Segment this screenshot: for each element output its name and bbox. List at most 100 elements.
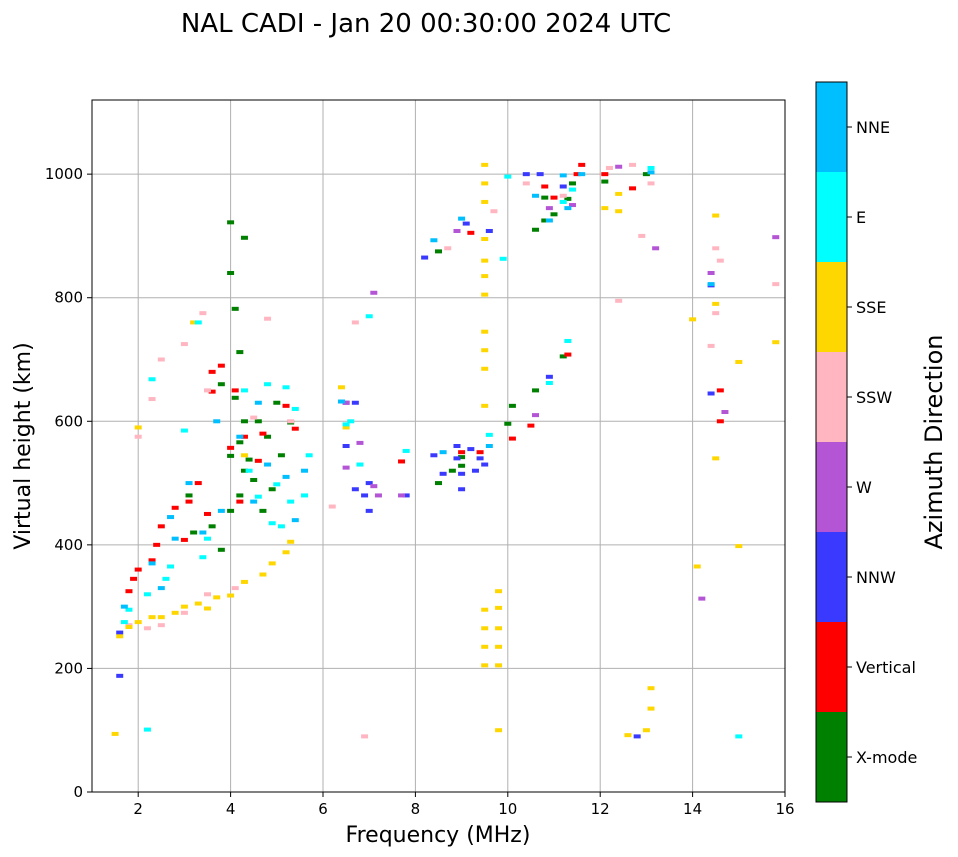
- data-point: [508, 403, 516, 408]
- data-point: [365, 508, 373, 513]
- data-point: [264, 382, 272, 387]
- data-point: [254, 458, 262, 463]
- data-point: [217, 382, 225, 387]
- data-point: [268, 521, 276, 526]
- data-point: [532, 227, 540, 232]
- data-point: [282, 550, 290, 555]
- data-point: [125, 607, 133, 612]
- data-point: [495, 663, 503, 668]
- data-point: [615, 298, 623, 303]
- data-point: [282, 385, 290, 390]
- data-point: [647, 706, 655, 711]
- data-point: [707, 271, 715, 275]
- data-point: [421, 255, 429, 260]
- data-point: [236, 434, 244, 439]
- data-point: [712, 301, 720, 306]
- data-point: [153, 542, 161, 547]
- colorbar-swatch: [816, 172, 847, 262]
- data-point: [148, 615, 156, 620]
- data-point: [185, 493, 193, 498]
- data-point: [370, 484, 378, 489]
- x-tick-label: 8: [411, 800, 421, 818]
- data-point: [231, 395, 239, 400]
- data-point: [559, 184, 567, 189]
- data-point: [652, 246, 660, 251]
- data-point: [277, 453, 285, 458]
- data-point: [305, 453, 313, 458]
- data-point: [568, 181, 576, 186]
- data-point: [199, 311, 207, 316]
- data-point: [342, 465, 350, 470]
- data-point: [481, 644, 489, 649]
- data-point: [171, 536, 179, 541]
- data-point: [148, 377, 156, 382]
- data-point: [522, 172, 530, 177]
- data-point: [568, 203, 576, 208]
- data-point: [240, 453, 248, 458]
- data-point: [629, 186, 637, 191]
- series-vertical: [125, 162, 724, 594]
- data-point: [231, 586, 239, 591]
- series-e: [120, 165, 743, 739]
- data-point: [227, 445, 235, 450]
- data-point: [254, 494, 262, 499]
- data-point: [559, 354, 567, 359]
- data-point: [481, 274, 489, 279]
- data-point: [716, 258, 724, 263]
- data-point: [301, 493, 309, 498]
- data-point: [559, 193, 567, 198]
- data-point: [250, 415, 258, 420]
- data-point: [287, 499, 295, 504]
- data-point: [481, 607, 489, 612]
- data-point: [615, 191, 623, 196]
- data-point: [236, 440, 244, 445]
- data-point: [180, 610, 188, 615]
- data-point: [282, 474, 290, 479]
- data-point: [291, 406, 299, 411]
- data-point: [111, 731, 119, 736]
- data-point: [162, 576, 170, 581]
- data-point: [458, 455, 466, 460]
- data-point: [370, 290, 378, 295]
- y-tick-label: 600: [54, 412, 83, 430]
- data-point: [439, 471, 447, 476]
- data-point: [508, 436, 516, 441]
- data-point: [130, 576, 138, 581]
- data-point: [208, 369, 216, 374]
- y-tick-label: 800: [54, 289, 83, 307]
- data-point: [495, 626, 503, 631]
- data-point: [217, 363, 225, 368]
- x-tick-label: 10: [498, 800, 517, 818]
- data-point: [564, 196, 572, 201]
- data-point: [458, 487, 466, 492]
- data-point: [125, 589, 133, 594]
- data-point: [458, 450, 466, 455]
- data-point: [735, 734, 743, 739]
- data-point: [185, 481, 193, 486]
- colorbar-swatch: [816, 622, 847, 712]
- data-point: [458, 216, 466, 221]
- data-point: [453, 228, 461, 233]
- data-point: [291, 518, 299, 523]
- data-point: [541, 218, 549, 223]
- data-point: [213, 595, 221, 600]
- data-point: [481, 329, 489, 334]
- data-point: [647, 181, 655, 186]
- data-point: [601, 206, 609, 211]
- data-point: [495, 589, 503, 594]
- data-point: [240, 419, 248, 424]
- data-point: [208, 389, 216, 394]
- data-point: [550, 212, 558, 217]
- data-point: [356, 462, 364, 467]
- y-tick-label: 1000: [45, 165, 83, 183]
- data-point: [291, 426, 299, 431]
- data-point: [171, 610, 179, 615]
- data-point: [365, 481, 373, 486]
- data-point: [522, 181, 530, 186]
- data-point: [190, 530, 198, 535]
- colorbar-label: W: [856, 478, 872, 497]
- data-point: [227, 508, 235, 513]
- data-point: [337, 385, 345, 390]
- data-point: [499, 256, 507, 261]
- data-point: [430, 238, 438, 243]
